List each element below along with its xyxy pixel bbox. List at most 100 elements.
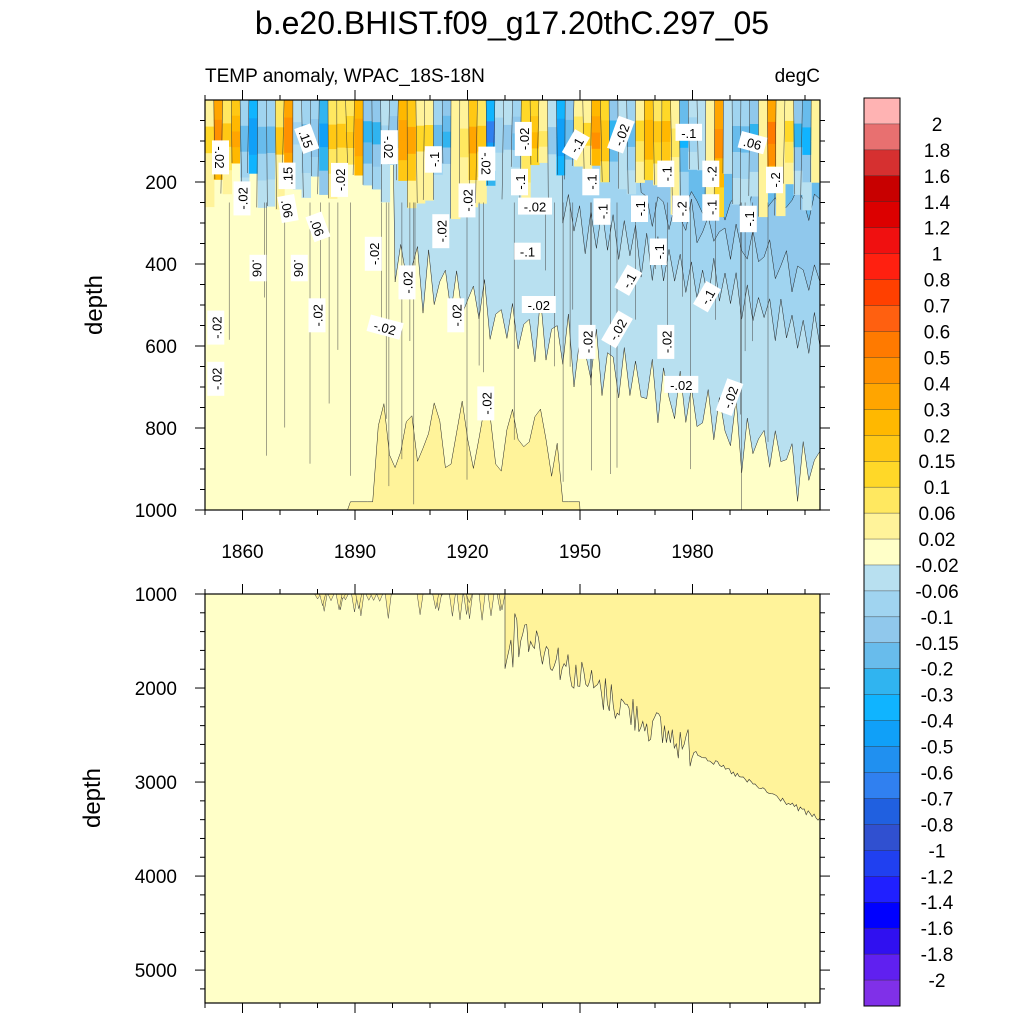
upper-surface-cell [363,142,373,165]
upper-surface-cell [424,100,434,126]
lower-warm-spike [327,594,335,602]
upper-surface-cell [644,139,654,161]
upper-surface-cell [811,100,820,122]
upper-surface-cell [459,100,470,130]
upper-surface-cell [758,100,768,130]
upper-surface-cell [653,121,663,143]
upper-surface-cell [310,100,320,120]
contour-label: -.02 [207,361,225,396]
upper-surface-cell [407,180,417,209]
colorbar-swatch [863,149,901,177]
upper-surface-cell [248,154,259,174]
upper-surface-cell [574,149,584,167]
upper-surface-cell [661,141,672,164]
contour-label-text: -.2 [704,166,719,181]
contour-label: -.02 [607,115,635,154]
upper-surface-cell [503,149,514,176]
upper-contour-line [547,100,549,209]
upper-surface-cell [670,157,680,187]
contour-label-text: -.02 [720,384,742,410]
upper-surface-cell [802,127,812,156]
colorbar-swatch [863,694,901,722]
upper-surface-cell [776,186,786,217]
upper-surface-cell [811,161,820,183]
colorbar-swatch [863,850,901,877]
upper-surface-cell [749,148,760,173]
contour-label-text: -.1 [698,287,719,308]
upper-surface-cell [644,100,654,121]
upper-surface-cell [231,115,241,132]
upper-surface-cell [697,100,707,118]
upper-surface-cell [442,147,452,164]
upper-surface-cell [389,100,399,117]
upper-surface-cell [363,121,373,143]
upper-surface-cell [758,187,768,218]
colorbar-label: -0.1 [921,608,954,629]
upper-surface-cell [205,179,215,208]
contour-label: -.02 [478,146,496,181]
upper-surface-cell [547,181,557,210]
contour-label-text: -.02 [381,136,396,158]
upper-surface-cell [442,100,452,117]
upper-surface-cell [486,121,496,144]
upper-surface-cell [415,100,426,127]
upper-surface-cell [398,100,408,121]
colorbar-swatch [863,564,901,592]
lower-warm-spike [314,594,321,600]
upper-surface-cell [371,144,382,168]
contour-label-text: -.1 [513,174,528,189]
colorbar-swatch [863,383,901,410]
contour-label: -.02 [514,121,532,156]
colorbar-label: -0.3 [921,686,954,707]
upper-surface-cell [609,141,619,163]
upper-surface-cell [811,141,820,163]
upper-surface-cell [776,128,786,159]
colorbar-swatch [863,409,901,436]
lower-contour-field [205,594,820,1003]
upper-surface-cell [723,155,733,174]
colorbar-swatch [863,927,901,955]
contour-label-text: -.02 [449,304,464,326]
upper-surface-cell [661,121,672,143]
upper-surface-cell [319,147,329,172]
lower-x-axis [204,584,806,1013]
upper-surface-cell [354,100,364,120]
contour-label: -.1 [614,264,643,296]
upper-contour-line [510,100,513,167]
lower-plot-frame [204,593,821,1004]
upper-surface-cell [354,137,364,157]
contour-label-text: -.02 [236,187,251,209]
upper-surface-cell [547,100,557,128]
upper-surface-cell [591,148,601,166]
upper-surface-cell [248,136,259,156]
contour-label-text: -.1 [520,245,535,260]
upper-surface-cell [257,126,268,155]
upper-surface-cell [705,100,716,127]
upper-surface-cell [609,100,619,122]
upper-surface-cell [538,131,549,148]
upper-surface-cell [591,100,601,117]
lower-warm-spike [456,594,464,620]
upper-contour-line [590,100,592,166]
upper-surface-cell [231,100,241,117]
upper-surface-cell [257,180,268,208]
upper-surface-cell [380,100,391,126]
contour-label-text: -.02 [659,331,674,353]
upper-surface-cell [328,149,338,175]
upper-surface-cell [626,146,637,171]
colorbar-label: -0.8 [921,815,954,836]
upper-surface-cell [793,170,803,195]
upper-surface-cell [468,153,478,181]
upper-surface-cell [670,100,680,130]
upper-surface-cell [617,100,628,123]
contour-label-text: -.02 [461,189,476,211]
upper-surface-cell [398,160,408,181]
upper-surface-cell [301,148,311,174]
colorbar-swatch [863,953,901,981]
upper-surface-cell [301,100,311,125]
upper-surface-cell [451,188,461,220]
upper-surface-cell [222,170,232,195]
contour-label-text: -.1 [619,270,640,291]
upper-contour-line [415,100,418,203]
upper-surface-cell [767,121,777,145]
